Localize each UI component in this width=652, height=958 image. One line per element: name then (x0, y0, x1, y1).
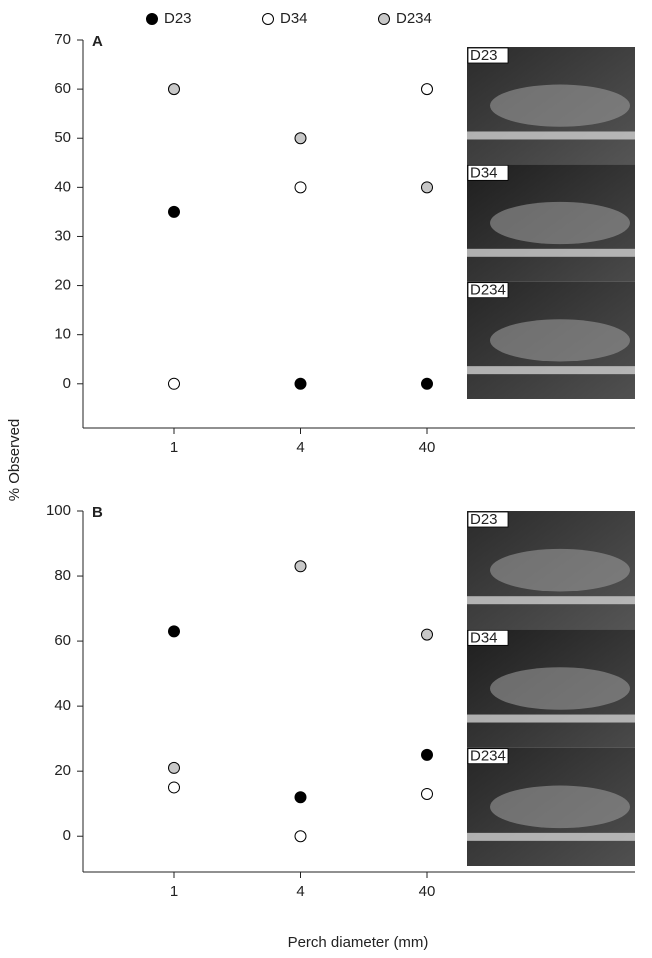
photo-label: D234 (470, 748, 506, 765)
data-point (294, 132, 307, 145)
x-tick-label: 4 (296, 439, 304, 456)
data-point (168, 83, 180, 96)
data-point (168, 781, 180, 794)
y-tick-label: 40 (54, 697, 71, 714)
photo-subject (490, 667, 630, 710)
data-point (294, 791, 307, 804)
photo-subject (490, 201, 630, 245)
photo-label: D234 (470, 282, 506, 299)
y-tick-label: 60 (54, 80, 71, 97)
y-tick-label: 70 (54, 31, 71, 48)
legend-marker (378, 13, 390, 25)
legend-label: D34 (280, 10, 308, 27)
y-tick-label: 100 (46, 502, 71, 519)
photo-perch (467, 366, 635, 375)
y-tick-label: 50 (54, 129, 71, 146)
x-tick-label: 4 (296, 883, 304, 900)
photo-label-box (467, 629, 509, 646)
photo-label: D34 (470, 629, 498, 646)
legend-marker (146, 13, 158, 25)
y-tick-label: 20 (54, 277, 71, 294)
photo-label-box (467, 511, 509, 528)
x-tick-label: 40 (419, 439, 436, 456)
data-point (421, 83, 433, 96)
data-point (168, 205, 180, 218)
legend-marker (262, 13, 274, 25)
legend-label: D23 (164, 10, 192, 27)
x-axis-label: Perch diameter (mm) (288, 934, 429, 951)
photo-subject (490, 785, 630, 829)
y-tick-label: 80 (54, 567, 71, 584)
photo-label: D23 (470, 47, 498, 64)
data-point (294, 830, 307, 843)
y-tick-label: 0 (63, 827, 71, 844)
x-tick-label: 1 (170, 439, 178, 456)
x-tick-label: 1 (170, 883, 178, 900)
data-point (421, 787, 433, 800)
photo-subject (490, 319, 630, 362)
panel-label: A (92, 33, 103, 50)
photo-label: D34 (470, 164, 498, 181)
y-tick-label: 40 (54, 178, 71, 195)
data-point (421, 628, 433, 641)
legend-label: D234 (396, 10, 432, 27)
y-tick-label: 60 (54, 632, 71, 649)
data-point (421, 748, 433, 761)
data-point (168, 761, 180, 774)
photo-subject (490, 84, 630, 127)
data-point (421, 377, 433, 390)
data-point (168, 625, 180, 638)
y-tick-label: 30 (54, 227, 71, 244)
data-point (168, 377, 180, 390)
photo-label-box (467, 748, 509, 765)
photo-subject (490, 548, 630, 592)
photo-perch (467, 248, 635, 257)
data-point (294, 181, 307, 194)
photo-label-box (467, 164, 509, 181)
y-axis-label: % Observed (6, 419, 23, 502)
photo-label: D23 (470, 511, 498, 528)
data-point (294, 377, 307, 390)
photo-label-box (467, 282, 509, 299)
photo-perch (467, 596, 635, 605)
data-point (294, 560, 307, 573)
y-tick-label: 0 (63, 375, 71, 392)
data-point (421, 181, 433, 194)
photo-perch (467, 714, 635, 723)
photo-label-box (467, 47, 509, 64)
y-tick-label: 10 (54, 326, 71, 343)
y-tick-label: 20 (54, 762, 71, 779)
photo-perch (467, 832, 635, 841)
photo-perch (467, 131, 635, 140)
x-tick-label: 40 (419, 883, 436, 900)
panel-label: B (92, 504, 103, 521)
